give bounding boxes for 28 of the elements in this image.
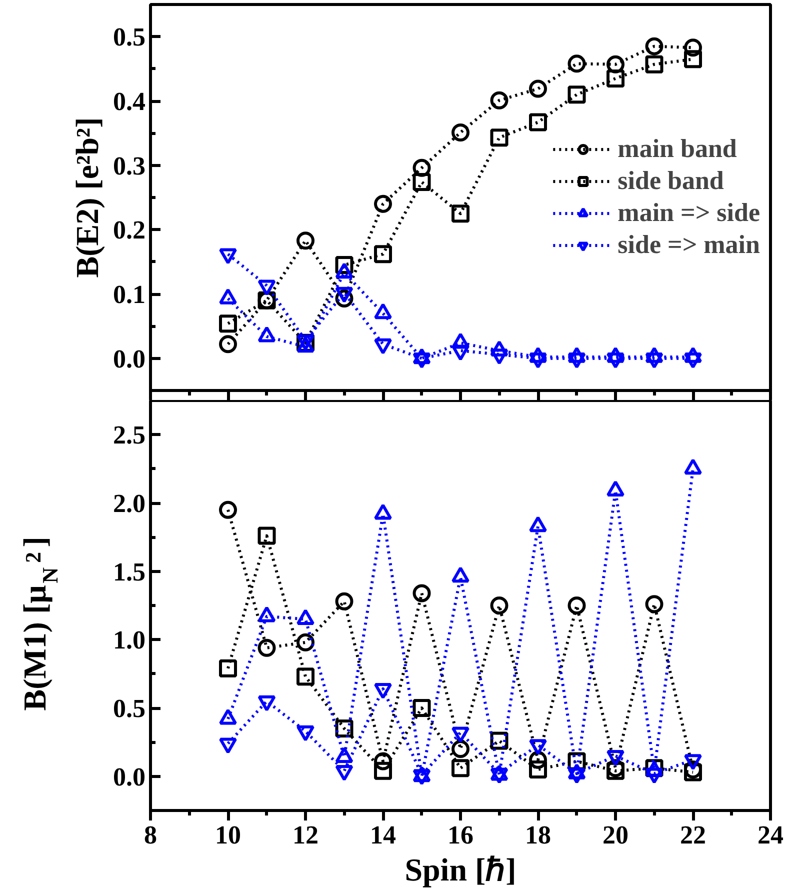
x-tick-label: 16 <box>448 820 474 850</box>
legend-label: main => side <box>618 198 760 228</box>
x-tick-label: 22 <box>680 820 706 850</box>
y-tick-label: 0.0 <box>113 344 146 374</box>
x-tick-label: 8 <box>144 820 157 850</box>
x-tick-label: 24 <box>758 820 784 850</box>
y-tick-label: 1.0 <box>113 626 146 655</box>
legend-label: side band <box>618 166 724 196</box>
y-tick-label: 0.5 <box>113 694 146 723</box>
y-tick-label: 2.0 <box>113 489 146 518</box>
y-tick-label: 0.4 <box>113 87 146 116</box>
y-tick-label: 0.3 <box>113 151 146 180</box>
y-tick-label: 0.1 <box>113 280 146 309</box>
y-tick-label: 1.5 <box>113 557 146 586</box>
legend-label: side => main <box>618 230 760 260</box>
x-tick-label: 12 <box>292 820 318 850</box>
y-tick-label: 0.0 <box>113 762 146 792</box>
x-tick-label: 18 <box>525 820 551 850</box>
y-tick-label: 0.5 <box>113 22 146 52</box>
x-tick-label: 20 <box>602 820 628 850</box>
x-axis-title: Spin [ℏ] <box>404 852 516 888</box>
y-tick-label: 2.5 <box>113 420 146 450</box>
x-tick-label: 10 <box>215 820 241 850</box>
x-tick-label: 14 <box>370 820 396 850</box>
y-axis-title: B(M1) [μN2] <box>16 536 62 711</box>
legend-label: main band <box>618 134 737 164</box>
y-axis-title: B(E2) [e²b²] <box>69 117 105 278</box>
y-tick-label: 0.2 <box>113 216 146 245</box>
